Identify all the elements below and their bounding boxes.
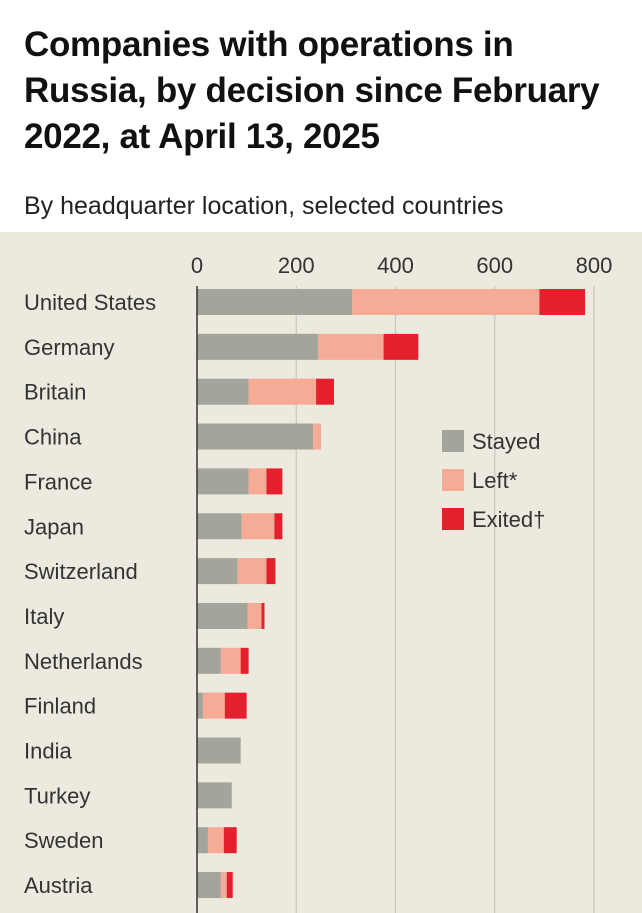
bar-switzerland-stayed — [197, 558, 238, 585]
legend: Stayed Left* Exited† — [442, 429, 545, 532]
legend-label-exited: Exited† — [472, 507, 545, 532]
bar-china-left — [313, 423, 322, 450]
legend-label-left: Left* — [472, 468, 518, 493]
bar-united-states-exited — [539, 289, 586, 315]
bar-germany-stayed — [197, 333, 319, 360]
legend-label-stayed: Stayed — [472, 429, 541, 454]
x-axis-ticks: 0 200 400 600 800 — [191, 253, 612, 278]
x-tick-label-800: 800 — [576, 253, 613, 278]
category-label-finland: Finland — [24, 694, 96, 719]
chart-title: Companies with operations in Russia, by … — [24, 25, 600, 156]
bar-italy-exited — [261, 602, 265, 629]
bar-france-left — [248, 468, 267, 495]
bar-india-stayed — [197, 737, 241, 764]
legend-swatch-exited — [442, 508, 464, 530]
bar-britain-stayed — [197, 378, 249, 405]
bar-japan-exited — [274, 513, 283, 540]
category-label-japan: Japan — [24, 514, 84, 539]
legend-swatch-left — [442, 469, 464, 491]
category-label-france: France — [24, 469, 92, 494]
bar-united-states-stayed — [197, 289, 353, 315]
chart-subtitle: By headquarter location, selected countr… — [24, 192, 504, 220]
bar-france-exited — [266, 468, 283, 495]
category-label-austria: Austria — [24, 873, 93, 898]
category-label-sweden: Sweden — [24, 828, 104, 853]
x-tick-label-0: 0 — [191, 253, 203, 278]
bar-japan-left — [241, 513, 275, 540]
bar-sweden-stayed — [197, 827, 208, 854]
category-label-turkey: Turkey — [24, 783, 90, 808]
x-tick-label-400: 400 — [377, 253, 414, 278]
category-label-india: India — [24, 739, 72, 764]
bar-italy-left — [247, 602, 262, 629]
bar-switzerland-exited — [266, 558, 276, 585]
gridlines — [295, 286, 595, 913]
bar-italy-stayed — [197, 602, 248, 629]
bar-netherlands-stayed — [197, 647, 221, 674]
bar-netherlands-exited — [240, 647, 249, 674]
chart-header: Companies with operations in Russia, by … — [0, 0, 642, 232]
bar-turkey-stayed — [197, 782, 232, 809]
bar-united-states-left — [352, 289, 540, 315]
bar-japan-stayed — [197, 513, 242, 540]
category-label-switzerland: Switzerland — [24, 559, 138, 584]
bar-austria-left — [220, 872, 227, 899]
bar-france-stayed — [197, 468, 249, 495]
bar-switzerland-left — [237, 558, 267, 585]
bar-sweden-exited — [223, 827, 237, 854]
category-label-britain: Britain — [24, 380, 86, 405]
category-label-china: China — [24, 425, 82, 450]
category-label-united-states: United States — [24, 290, 156, 315]
bar-netherlands-left — [220, 647, 241, 674]
category-label-italy: Italy — [24, 604, 64, 629]
bar-finland-exited — [224, 692, 247, 719]
bar-austria-stayed — [197, 872, 221, 899]
category-labels: United States Germany Britain China France Ja… — [24, 290, 156, 898]
bar-finland-left — [202, 692, 225, 719]
x-tick-label-600: 600 — [476, 253, 513, 278]
bar-sweden-left — [207, 827, 224, 854]
bar-austria-exited — [226, 872, 233, 899]
bar-finland-stayed — [197, 692, 203, 719]
category-label-netherlands: Netherlands — [24, 649, 143, 674]
legend-swatch-stayed — [442, 430, 464, 452]
bar-britain-left — [248, 378, 317, 405]
category-label-germany: Germany — [24, 335, 114, 360]
bar-china-stayed — [197, 423, 314, 450]
bars — [197, 289, 586, 899]
bar-britain-exited — [316, 378, 334, 405]
bar-germany-exited — [383, 333, 419, 360]
bar-germany-left — [318, 333, 384, 360]
x-tick-label-200: 200 — [278, 253, 315, 278]
